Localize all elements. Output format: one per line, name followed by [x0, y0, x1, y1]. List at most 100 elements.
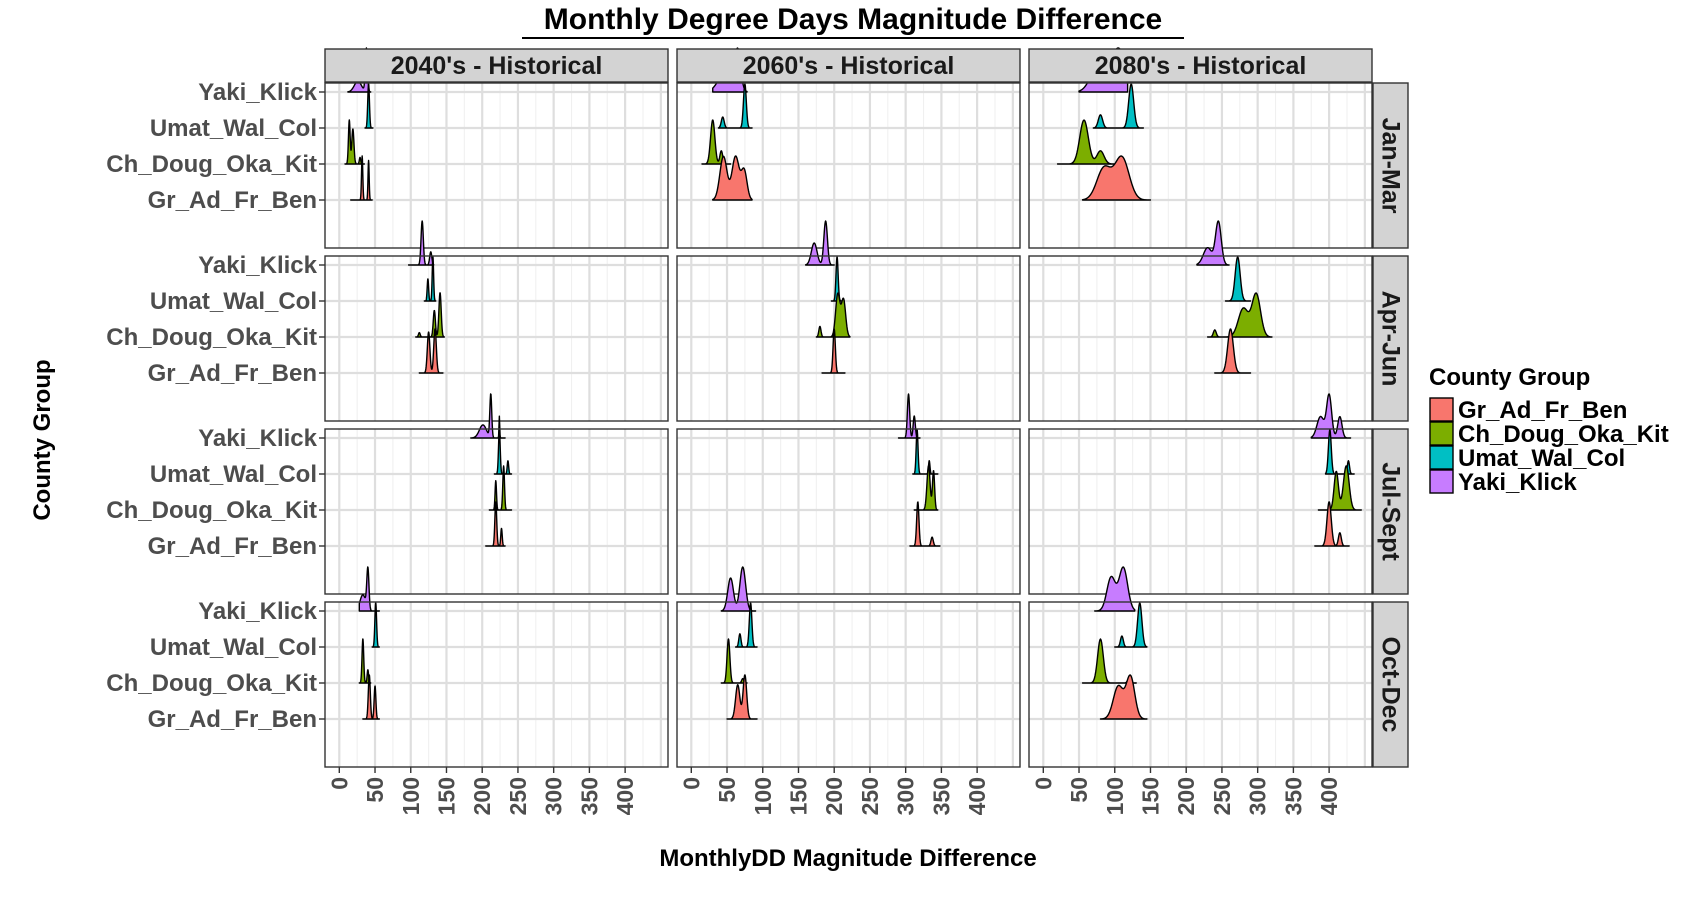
ridge-gr-ad-fr-ben	[1099, 674, 1148, 720]
x-tick-label: 0	[678, 777, 704, 790]
x-axis-ticks: 0 50 100 150 200 250 300 350 400 0 50 100 150 200 250 3…	[326, 767, 1342, 815]
panel-2080-s-historical-oct-dec	[1028, 566, 1373, 768]
row-strip-box	[1372, 255, 1409, 422]
x-tick-label: 250	[1209, 777, 1235, 815]
y-tick-label-umat-wal-col: Umat_Wal_Col	[150, 461, 317, 488]
legend-item-yaki-klick: Yaki_Klick	[1429, 469, 1577, 496]
legend-label: Ch_Doug_Oka_Kit	[1458, 421, 1669, 448]
panel-background	[1029, 83, 1372, 248]
column-strip-label: 2080's - Historical	[1095, 52, 1307, 80]
x-tick-label: 400	[612, 777, 638, 815]
y-tick-label-umat-wal-col: Umat_Wal_Col	[150, 115, 317, 142]
panel-border	[676, 601, 1021, 768]
ridge-ch-doug-oka-kit	[1056, 119, 1123, 165]
x-tick-label: 50	[1066, 777, 1092, 803]
y-tick-label-ch-doug-oka-kit: Ch_Doug_Oka_Kit	[106, 324, 317, 351]
legend-swatch	[1429, 445, 1454, 470]
panel-background	[1029, 429, 1372, 594]
ridge-ch-doug-oka-kit	[720, 638, 748, 684]
panel-2080-s-historical-apr-jun	[1028, 220, 1373, 422]
x-tick-label: 150	[1137, 777, 1163, 815]
panel-background	[325, 83, 668, 248]
x-tick-label: 300	[541, 777, 567, 815]
ridge-ch-doug-oka-kit	[488, 465, 513, 511]
panel-2040-s-historical-oct-dec	[324, 566, 669, 768]
legend-swatch	[1429, 469, 1454, 494]
ridge-gr-ad-fr-ben	[362, 674, 381, 720]
ridge-gr-ad-fr-ben	[821, 328, 846, 374]
panel-2040-s-historical-apr-jun	[324, 220, 669, 422]
ridge-umat-wal-col	[1224, 256, 1252, 302]
panel-border	[676, 82, 1021, 249]
y-tick-label-gr-ad-fr-ben: Gr_Ad_Fr_Ben	[148, 187, 317, 214]
column-strip-box	[324, 48, 669, 83]
ridge-umat-wal-col	[364, 83, 374, 129]
ridge-umat-wal-col	[717, 83, 753, 129]
x-tick-label: 200	[821, 777, 847, 815]
ridge-yaki-klick	[804, 220, 835, 266]
x-tick-label: 250	[505, 777, 531, 815]
y-tick-label-yaki-klick: Yaki_Klick	[198, 79, 317, 106]
ridge-gr-ad-fr-ben	[418, 328, 444, 374]
strip-oct-dec: Oct-Dec	[1372, 601, 1409, 768]
x-tick-label: 150	[433, 777, 459, 815]
ridge-umat-wal-col	[1114, 602, 1148, 648]
row-strip-box	[1372, 428, 1409, 595]
x-tick-label: 100	[750, 777, 776, 815]
ridge-gr-ad-fr-ben	[712, 155, 753, 201]
panel-background	[1029, 602, 1372, 767]
ridge-gr-ad-fr-ben	[350, 155, 373, 201]
x-axis-title: MonthlyDD Magnitude Difference	[659, 845, 1036, 872]
column-strip-box	[676, 48, 1021, 83]
legend-item-umat-wal-col: Umat_Wal_Col	[1429, 445, 1625, 472]
x-tick-label: 50	[714, 777, 740, 803]
legend-swatch	[1429, 421, 1454, 446]
row-strip-label: Jan-Mar	[1377, 118, 1405, 214]
y-axis-ticks: Gr_Ad_Fr_Ben Ch_Doug_Oka_Kit Umat_Wal_Col Y…	[106, 79, 325, 733]
legend-label: Yaki_Klick	[1458, 469, 1577, 496]
panel-border	[324, 601, 669, 768]
column-strip-label: 2040's - Historical	[391, 52, 603, 80]
ridge-gr-ad-fr-ben	[909, 501, 941, 547]
ridge-yaki-klick	[1094, 566, 1136, 612]
panel-background	[325, 602, 668, 767]
ridge-umat-wal-col	[423, 256, 437, 302]
panel-2060-s-historical-apr-jun	[676, 220, 1021, 422]
ridge-gr-ad-fr-ben	[485, 501, 506, 547]
x-tick-label: 50	[362, 777, 388, 803]
ridge-ch-doug-oka-kit	[415, 292, 446, 338]
ridge-umat-wal-col	[734, 602, 758, 648]
panel-background	[1029, 256, 1372, 421]
panel-2040-s-historical-jul-sept	[324, 393, 669, 595]
row-strip-box	[1372, 82, 1409, 249]
x-tick-label: 150	[785, 777, 811, 815]
panel-2060-s-historical-jul-sept	[676, 393, 1021, 595]
y-tick-label-ch-doug-oka-kit: Ch_Doug_Oka_Kit	[106, 151, 317, 178]
x-tick-label: 0	[326, 777, 352, 790]
panel-2060-s-historical-jan-mar	[676, 47, 1021, 249]
facet-panels	[324, 47, 1373, 768]
column-strip-label: 2060's - Historical	[743, 52, 955, 80]
x-tick-label: 200	[469, 777, 495, 815]
ridge-ch-doug-oka-kit	[1317, 465, 1362, 511]
strip-jan-mar: Jan-Mar	[1372, 82, 1409, 249]
y-tick-label-gr-ad-fr-ben: Gr_Ad_Fr_Ben	[148, 533, 317, 560]
x-tick-label: 250	[857, 777, 883, 815]
y-tick-label-umat-wal-col: Umat_Wal_Col	[150, 288, 317, 315]
panel-2080-s-historical-jan-mar	[1028, 47, 1373, 249]
panel-border	[1028, 82, 1373, 249]
panel-2040-s-historical-jan-mar	[324, 47, 669, 249]
x-tick-label: 200	[1173, 777, 1199, 815]
x-tick-label: 350	[576, 777, 602, 815]
ridge-umat-wal-col	[1092, 83, 1145, 129]
strip-apr-jun: Apr-Jun	[1372, 255, 1409, 422]
x-tick-label: 400	[964, 777, 990, 815]
panel-border	[324, 82, 669, 249]
y-tick-label-ch-doug-oka-kit: Ch_Doug_Oka_Kit	[106, 670, 317, 697]
panel-background	[677, 256, 1020, 421]
y-tick-label-gr-ad-fr-ben: Gr_Ad_Fr_Ben	[148, 360, 317, 387]
x-tick-label: 100	[1102, 777, 1128, 815]
y-tick-label-yaki-klick: Yaki_Klick	[198, 598, 317, 625]
y-tick-label-yaki-klick: Yaki_Klick	[198, 425, 317, 452]
